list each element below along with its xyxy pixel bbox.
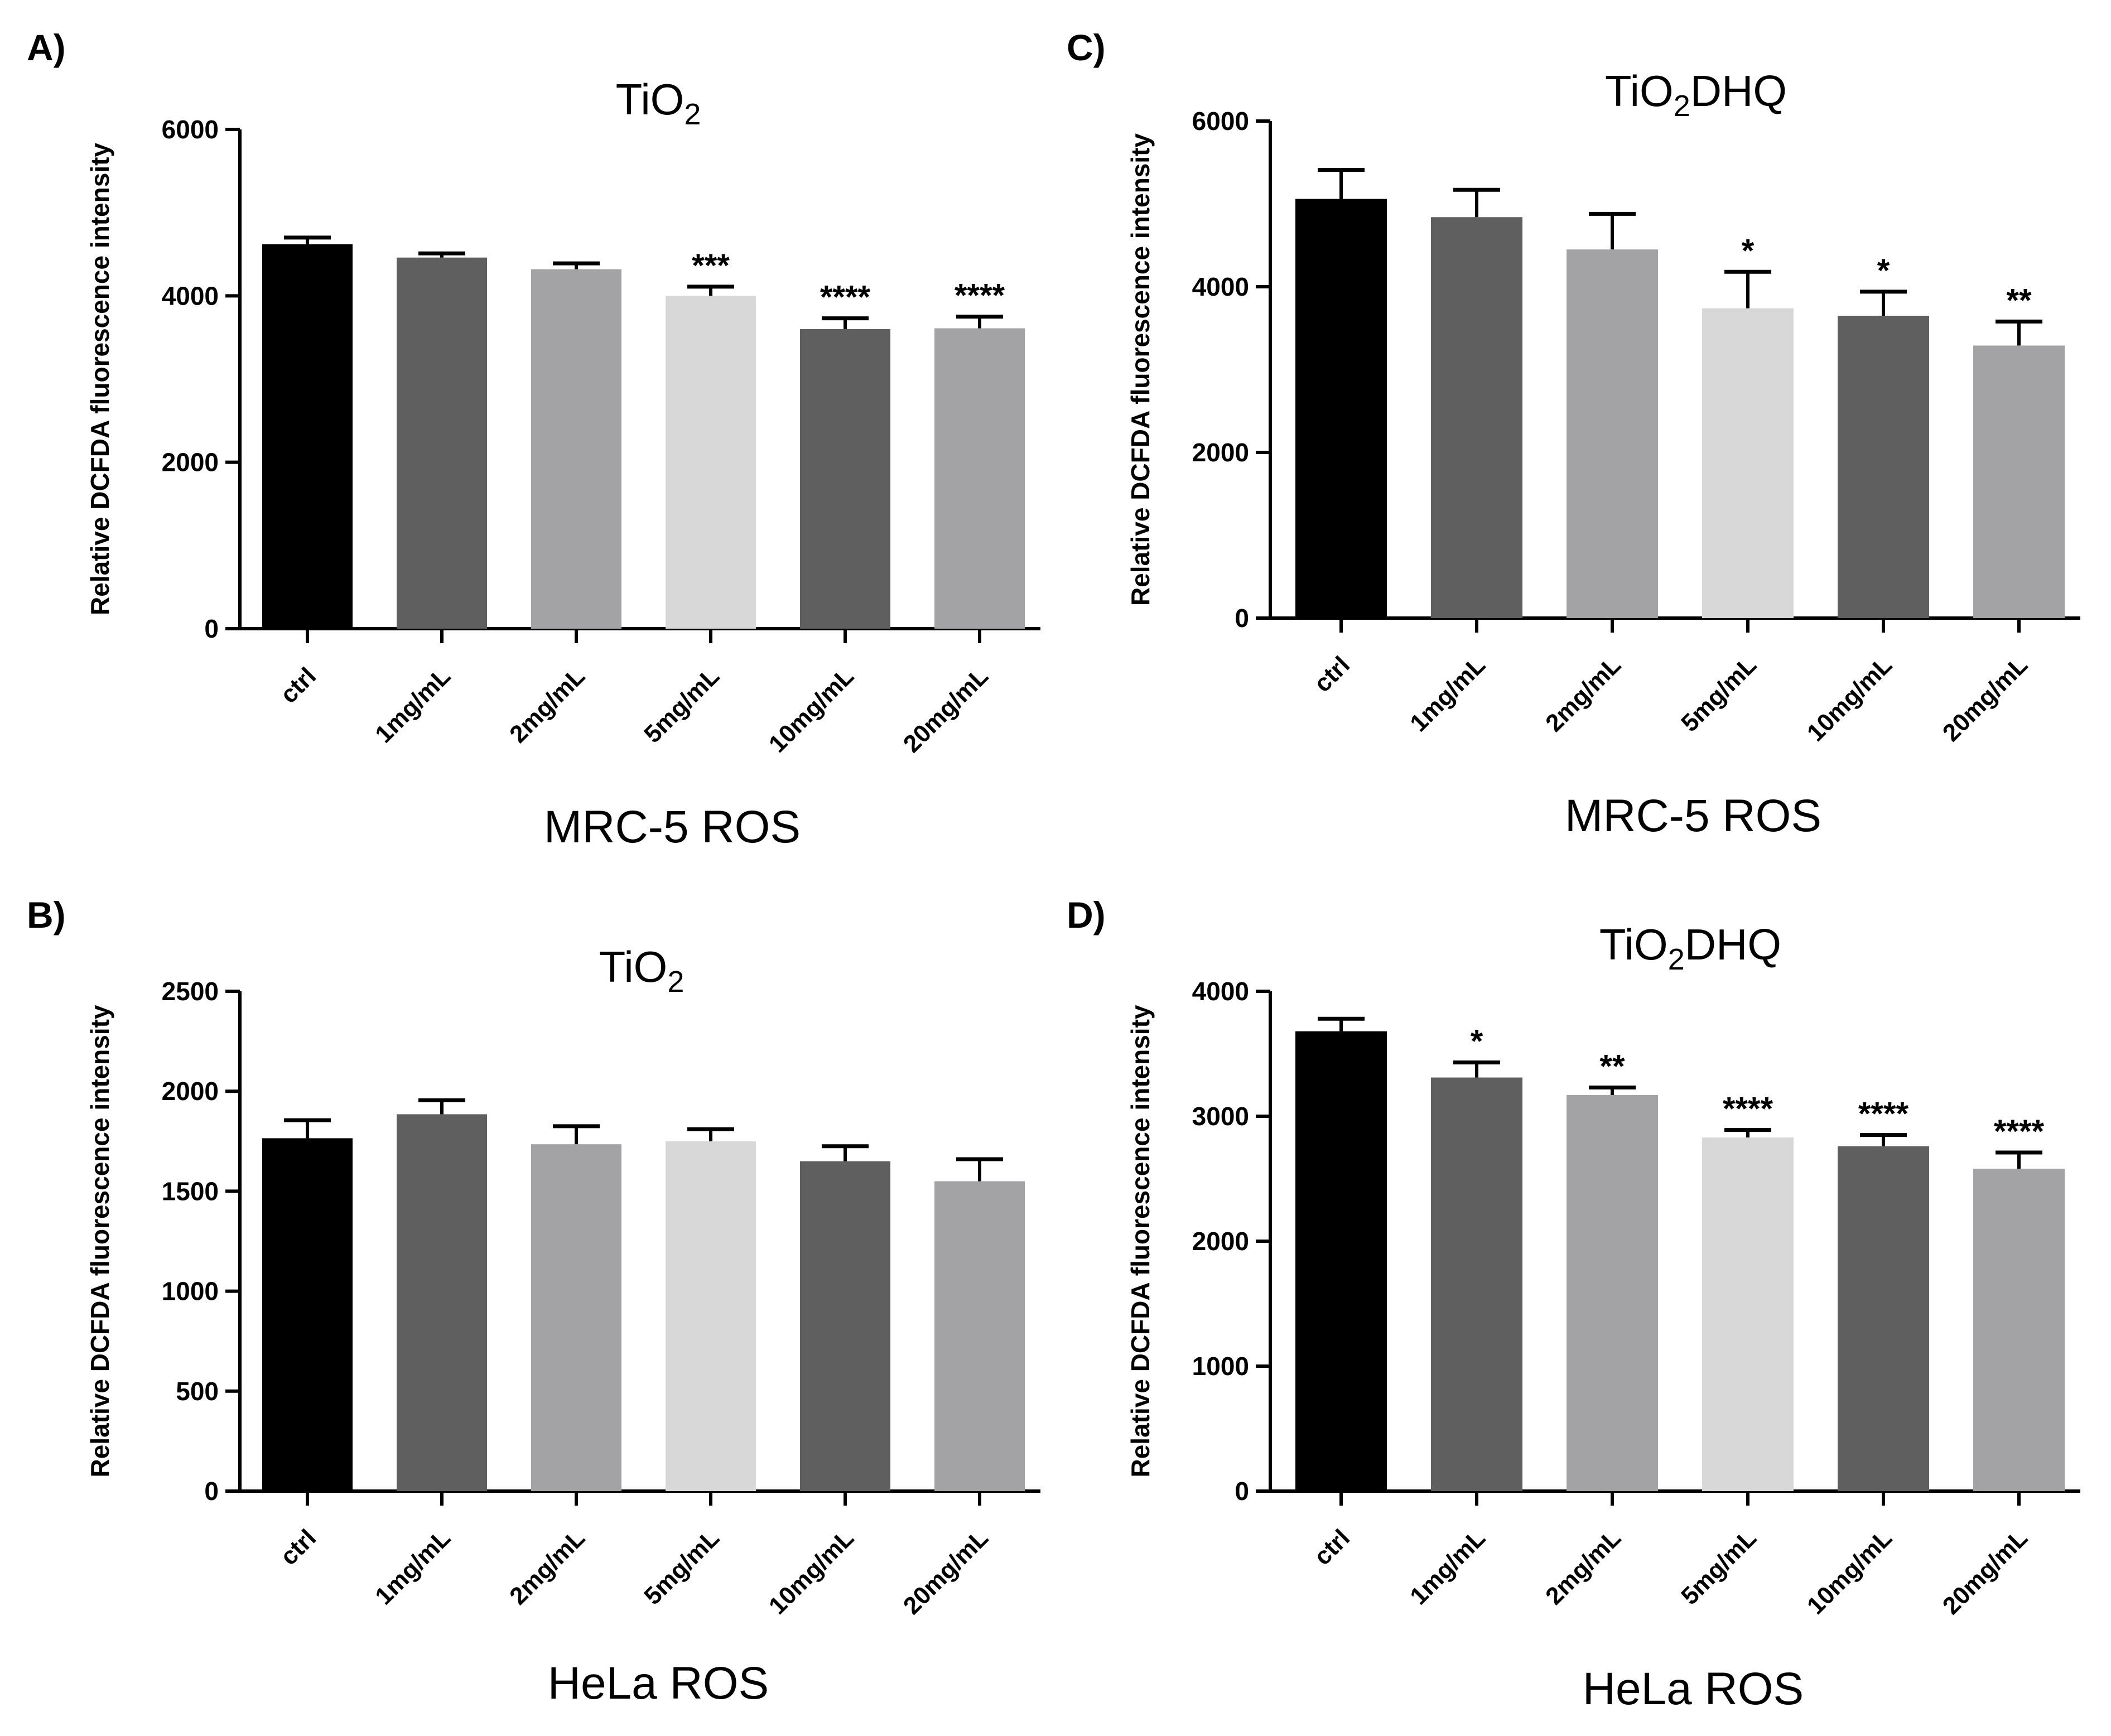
bar: [397, 1114, 487, 1491]
significance-label: ****: [1723, 1091, 1773, 1127]
y-tick-label: 2000: [162, 448, 219, 477]
y-axis-title: Relative DCFDA fluorescence intensity: [1126, 1005, 1155, 1477]
bar: [934, 328, 1025, 629]
y-tick-label: 0: [1235, 1477, 1249, 1506]
y-tick-label: 6000: [162, 115, 219, 144]
y-tick-label: 3000: [1192, 1102, 1249, 1131]
y-tick-label: 1000: [162, 1277, 219, 1306]
bar: [800, 1161, 890, 1491]
x-axis-title: HeLa ROS: [548, 1658, 769, 1709]
bar: [1431, 217, 1522, 618]
chart-title: TiO2DHQ: [1599, 920, 1781, 976]
y-tick-label: 2000: [1192, 438, 1249, 467]
y-axis-title: Relative DCFDA fluorescence intensity: [85, 143, 114, 615]
significance-label: ****: [820, 279, 871, 316]
x-axis-title: MRC-5 ROS: [544, 802, 801, 852]
y-tick-label: 500: [176, 1377, 219, 1406]
bar: [1567, 249, 1658, 618]
bar: [1431, 1077, 1522, 1491]
x-axis-title: MRC-5 ROS: [1565, 790, 1821, 841]
chart-panel-2: B) TiO2 Relative DCFDA fluorescence intens…: [27, 894, 1040, 1709]
y-axis-title: Relative DCFDA fluorescence intensity: [1126, 133, 1155, 606]
panel-label: C): [1067, 27, 1106, 68]
significance-label: **: [2006, 282, 2032, 319]
bar: [1295, 199, 1387, 619]
bar: [934, 1181, 1025, 1491]
significance-label: ****: [955, 278, 1005, 314]
panel-label: D): [1067, 894, 1106, 935]
y-tick-label: 1500: [162, 1176, 219, 1205]
significance-label: *: [1471, 1024, 1483, 1060]
bar: [800, 329, 890, 629]
y-tick-label: 4000: [162, 281, 219, 310]
bar: [531, 1144, 621, 1491]
panel-label: B): [27, 894, 66, 935]
y-tick-label: 2000: [1192, 1227, 1249, 1256]
bar: [262, 1138, 353, 1491]
chart-title: TiO2: [616, 75, 701, 131]
bar: [1295, 1031, 1387, 1491]
y-tick-label: 4000: [1192, 272, 1249, 301]
y-tick-label: 2500: [162, 977, 219, 1006]
significance-label: *: [1877, 253, 1890, 289]
bar: [666, 296, 756, 629]
x-axis-title: HeLa ROS: [1583, 1663, 1804, 1714]
chart-title: TiO2: [599, 942, 685, 999]
y-axis-title: Relative DCFDA fluorescence intensity: [85, 1005, 114, 1477]
y-tick-label: 0: [204, 1477, 219, 1506]
significance-label: ***: [692, 248, 730, 284]
bar: [1973, 345, 2065, 618]
bar: [666, 1141, 756, 1491]
bar: [1702, 308, 1794, 618]
bar: [1702, 1137, 1794, 1491]
significance-label: *: [1742, 233, 1755, 269]
bar: [1838, 1146, 1929, 1491]
significance-label: ****: [1858, 1096, 1909, 1132]
chart-title: TiO2DHQ: [1605, 66, 1787, 123]
bar: [397, 257, 487, 629]
panel-label: A): [27, 27, 66, 68]
y-tick-label: 6000: [1192, 107, 1249, 136]
significance-label: ****: [1994, 1113, 2045, 1150]
bar: [1838, 315, 1929, 618]
y-tick-label: 0: [1235, 604, 1249, 633]
bar: [1567, 1094, 1658, 1491]
y-tick-label: 0: [204, 614, 219, 643]
bar: [1973, 1169, 2065, 1491]
y-tick-label: 1000: [1192, 1352, 1249, 1381]
bar: [262, 244, 353, 629]
bar: [531, 269, 621, 629]
y-tick-label: 2000: [162, 1077, 219, 1106]
significance-label: **: [1599, 1048, 1625, 1084]
y-tick-label: 4000: [1192, 977, 1249, 1006]
